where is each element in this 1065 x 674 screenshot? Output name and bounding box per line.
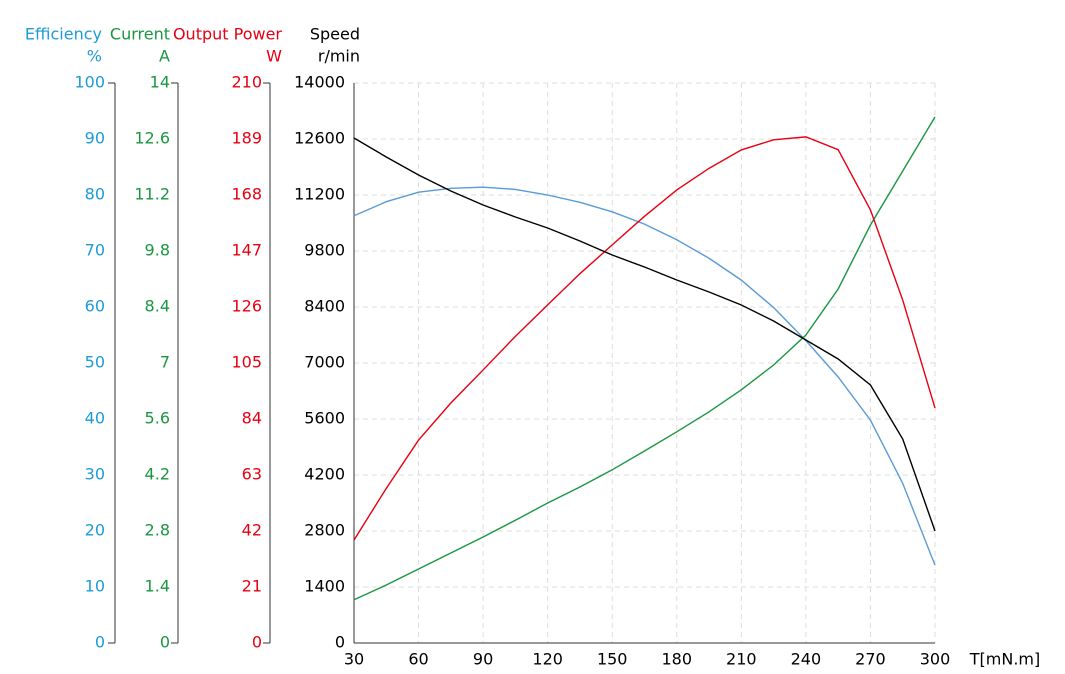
x-tick-label: 150 xyxy=(597,650,628,669)
y-tick-label: 84 xyxy=(242,409,262,428)
y-tick-label: 42 xyxy=(242,521,262,540)
x-tick-label: 240 xyxy=(791,650,822,669)
axis-title: Efficiency xyxy=(25,25,102,44)
y-tick-label: 8.4 xyxy=(145,297,170,316)
x-tick-label: 30 xyxy=(344,650,364,669)
y-tick-label: 80 xyxy=(85,185,105,204)
y-tick-label: 0 xyxy=(252,633,262,652)
y-tick-label: 7 xyxy=(160,353,170,372)
series-line xyxy=(353,186,936,566)
y-tick-label: 0 xyxy=(335,633,345,652)
series-line xyxy=(353,136,936,541)
y-tick-label: 30 xyxy=(85,465,105,484)
y-tick-label: 0 xyxy=(160,633,170,652)
y-tick-label: 189 xyxy=(231,129,262,148)
x-tick-label: 300 xyxy=(920,650,951,669)
y-tick-label: 12600 xyxy=(294,129,345,148)
y-tick-label: 100 xyxy=(74,73,105,92)
y-tick-label: 4200 xyxy=(304,465,345,484)
axis-title: Output Power xyxy=(173,25,282,44)
y-tick-label: 11200 xyxy=(294,185,345,204)
x-axis-title: T[mN.m] xyxy=(969,650,1040,669)
axis-unit: W xyxy=(266,47,282,66)
y-tick-label: 63 xyxy=(242,465,262,484)
y-tick-label: 210 xyxy=(231,73,262,92)
x-tick-label: 180 xyxy=(662,650,693,669)
y-tick-label: 60 xyxy=(85,297,105,316)
y-tick-label: 2800 xyxy=(304,521,345,540)
y-tick-label: 21 xyxy=(242,577,262,596)
series-line xyxy=(353,116,936,601)
y-tick-label: 14 xyxy=(150,73,170,92)
y-tick-label: 20 xyxy=(85,521,105,540)
y-tick-label: 5.6 xyxy=(145,409,170,428)
y-tick-label: 40 xyxy=(85,409,105,428)
y-tick-label: 147 xyxy=(231,241,262,260)
y-tick-label: 7000 xyxy=(304,353,345,372)
y-tick-label: 1400 xyxy=(304,577,345,596)
y-tick-label: 9800 xyxy=(304,241,345,260)
y-tick-label: 126 xyxy=(231,297,262,316)
x-tick-label: 270 xyxy=(855,650,886,669)
y-tick-label: 12.6 xyxy=(134,129,170,148)
y-tick-label: 2.8 xyxy=(145,521,170,540)
y-tick-label: 0 xyxy=(95,633,105,652)
y-tick-label: 168 xyxy=(231,185,262,204)
x-tick-label: 60 xyxy=(408,650,428,669)
y-tick-label: 9.8 xyxy=(145,241,170,260)
axis-unit: r/min xyxy=(318,47,360,66)
axis-unit: A xyxy=(159,47,170,66)
y-tick-label: 10 xyxy=(85,577,105,596)
y-tick-label: 1.4 xyxy=(145,577,170,596)
axis-title: Current xyxy=(110,25,170,44)
y-tick-label: 8400 xyxy=(304,297,345,316)
series-line xyxy=(353,137,936,532)
y-tick-label: 11.2 xyxy=(134,185,170,204)
x-tick-label: 210 xyxy=(726,650,757,669)
y-tick-label: 5600 xyxy=(304,409,345,428)
axis-title: Speed xyxy=(310,25,360,44)
y-tick-label: 50 xyxy=(85,353,105,372)
y-tick-label: 105 xyxy=(231,353,262,372)
y-tick-label: 90 xyxy=(85,129,105,148)
axis-unit: % xyxy=(87,47,102,66)
x-tick-label: 90 xyxy=(473,650,493,669)
y-tick-label: 70 xyxy=(85,241,105,260)
x-tick-label: 120 xyxy=(532,650,563,669)
y-tick-label: 14000 xyxy=(294,73,345,92)
y-tick-label: 4.2 xyxy=(145,465,170,484)
